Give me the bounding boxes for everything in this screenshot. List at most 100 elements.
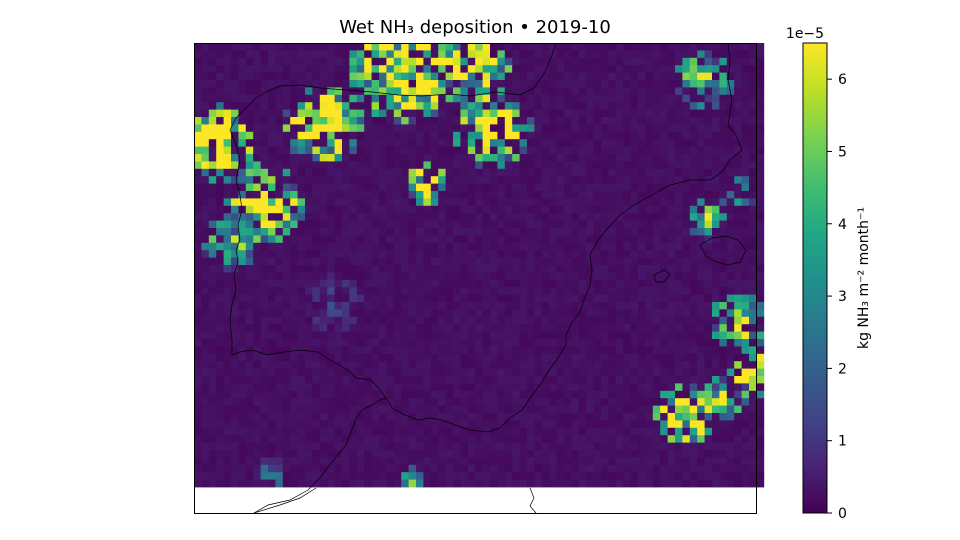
heatmap-cell [689,294,698,303]
heatmap-cell [704,479,713,488]
heatmap-cell [423,146,432,155]
heatmap-cell [571,57,580,66]
heatmap-cell [549,161,557,170]
heatmap-cell [578,80,587,88]
heatmap-cell [689,250,698,258]
heatmap-cell [386,154,395,162]
heatmap-cell [527,353,535,362]
heatmap-cell [726,220,735,229]
heatmap-cell [593,154,602,162]
heatmap-cell [726,65,735,73]
heatmap-cell [297,405,306,414]
heatmap-cell [475,139,483,147]
heatmap-cell [534,265,543,273]
heatmap-cell [423,43,432,51]
heatmap-cell [319,479,328,488]
heatmap-cell [194,50,202,59]
heatmap-cell [749,109,757,118]
heatmap-cell [527,287,535,295]
heatmap-cell [453,43,461,51]
heatmap-cell [527,43,535,51]
heatmap-cell [482,472,491,480]
heatmap-cell [719,154,728,162]
heatmap-cell [275,257,284,266]
heatmap-cell [638,390,646,399]
heatmap-cell [534,198,543,207]
heatmap-cell [519,368,528,377]
heatmap-cell [601,139,609,147]
heatmap-cell [253,57,261,66]
heatmap-cell [290,405,298,414]
heatmap-cell [504,368,513,377]
heatmap-cell [290,464,298,473]
heatmap-cell [638,346,646,355]
heatmap-cell [734,205,742,214]
heatmap-cell [593,339,602,347]
heatmap-cell [467,442,476,451]
heatmap-cell [645,213,654,221]
heatmap-cell [238,72,247,81]
heatmap-cell [645,368,654,377]
heatmap-cell [490,124,498,133]
heatmap-cell [423,109,432,118]
heatmap-cell [319,87,328,96]
heatmap-cell [268,161,276,170]
heatmap-cell [268,87,276,96]
heatmap-cell [697,117,705,125]
heatmap-cell [749,168,757,177]
heatmap-cell [519,346,528,355]
heatmap-cell [327,376,335,384]
heatmap-cell [756,331,765,340]
heatmap-cell [445,65,454,73]
heatmap-cell [282,124,291,133]
heatmap-cell [512,265,520,273]
heatmap-cell [416,272,424,281]
heatmap-cell [719,109,728,118]
heatmap-cell [689,139,698,147]
heatmap-cell [660,442,668,451]
heatmap-cell [231,479,239,488]
heatmap-cell [408,353,417,362]
heatmap-cell [408,265,417,273]
heatmap-cell [556,80,565,88]
heatmap-cell [438,94,446,103]
heatmap-cell [290,131,298,140]
heatmap-cell [364,191,372,199]
heatmap-cell [741,464,750,473]
heatmap-cell [534,420,543,429]
heatmap-cell [334,117,343,125]
heatmap-cell [749,383,757,392]
heatmap-cell [467,250,476,258]
heatmap-cell [275,235,284,244]
heatmap-cell [467,213,476,221]
heatmap-cell [660,346,668,355]
heatmap-cell [608,43,617,51]
heatmap-cell [534,72,543,81]
heatmap-cell [467,316,476,325]
heatmap-cell [453,442,461,451]
heatmap-cell [682,154,691,162]
heatmap-cell [652,368,661,377]
heatmap-cell [305,154,313,162]
heatmap-cell [364,213,372,221]
heatmap-cell [275,146,284,155]
heatmap-cell [290,368,298,377]
heatmap-cell [245,302,254,310]
heatmap-cell [275,287,284,295]
heatmap-cell [194,331,202,340]
heatmap-cell [756,324,765,332]
heatmap-cell [549,139,557,147]
heatmap-cell [549,420,557,429]
heatmap-cell [712,442,720,451]
heatmap-cell [268,235,276,244]
heatmap-cell [208,265,217,273]
heatmap-cell [297,279,306,288]
heatmap-cell [667,131,676,140]
heatmap-cell [490,65,498,73]
heatmap-cell [260,405,269,414]
heatmap-cell [549,457,557,466]
heatmap-cell [371,124,380,133]
heatmap-cell [312,154,321,162]
heatmap-cell [571,139,580,147]
heatmap-cell [268,420,276,429]
